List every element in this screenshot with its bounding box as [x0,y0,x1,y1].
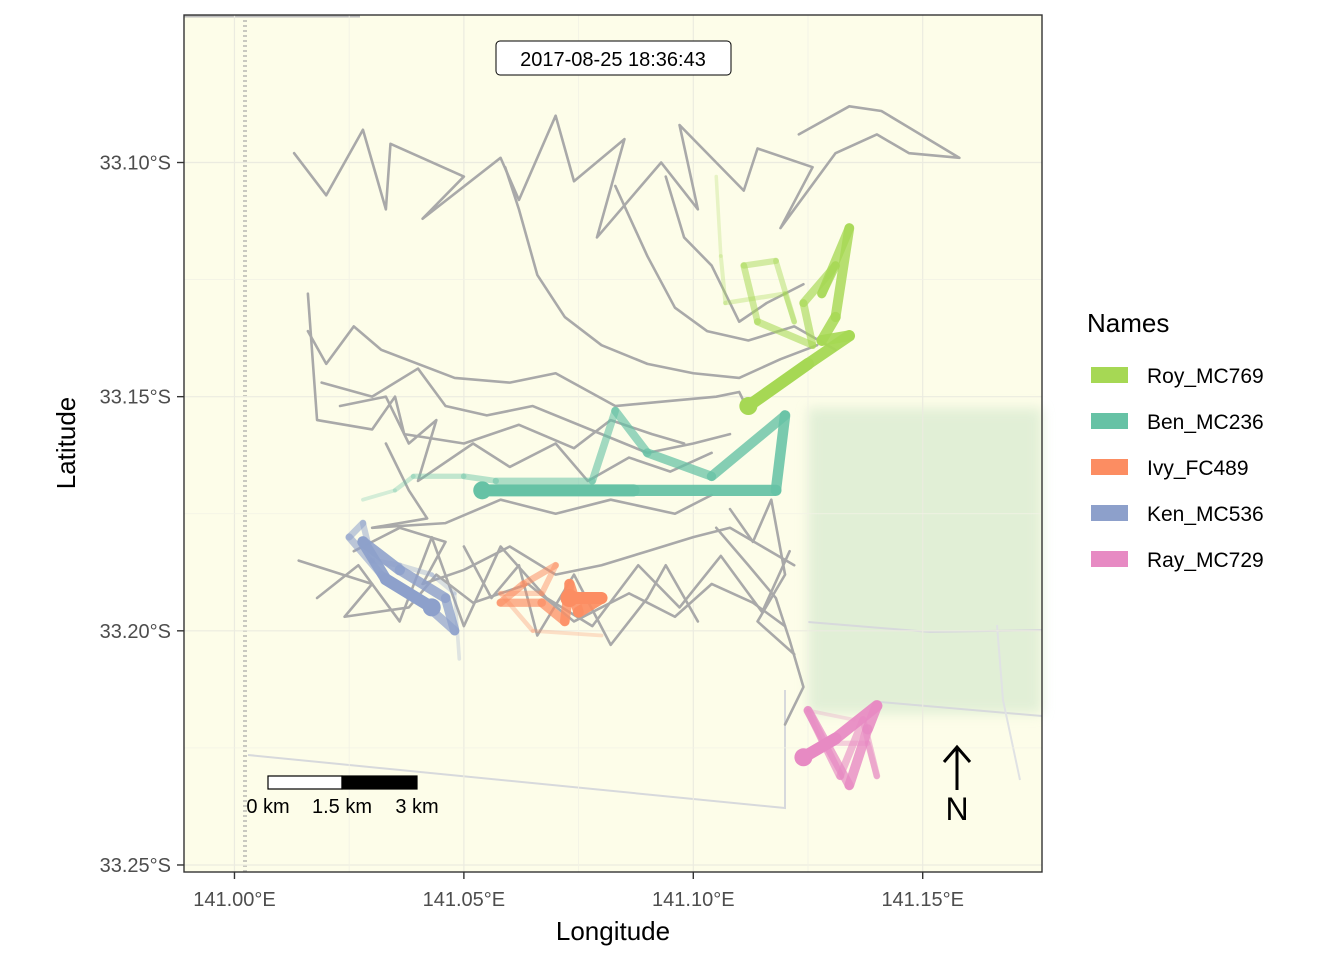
basemap-track [247,690,786,810]
track-Ken_MC536 [345,519,462,661]
north-arrow-head [942,744,972,763]
x-tick-label: 141.15°E [881,889,964,911]
legend-label: Ray_MC729 [1147,549,1264,572]
trail-line [728,498,796,656]
legend-label: Ivy_FC489 [1147,457,1249,480]
legend: Names Roy_MC769 Ben_MC236 Ivy_FC489 Ken_MC5… [1087,308,1264,572]
trail-line [503,165,819,380]
y-axis: 33.10°S 33.15°S 33.20°S 33.25°S [100,153,184,877]
track-position-point [794,748,813,767]
timestamp-label: 2017-08-25 18:36:43 [495,40,732,76]
x-axis-title: Longitude [556,916,670,946]
track-Ivy_FC489 [496,561,608,638]
y-tick-label: 33.20°S [100,621,171,643]
track-segment [830,223,855,322]
basemap-track [879,701,1043,717]
panel-border [183,14,1043,873]
scale-bar-white [267,775,343,790]
track-segment [770,410,791,496]
track-segment [361,488,397,502]
track-layer [345,174,883,791]
track-Ben_MC236 [361,406,791,502]
trail-line [315,535,791,628]
trail-line [370,442,713,530]
track-segment [394,564,451,604]
track-segment [829,700,883,745]
basemap-layer [184,14,1043,872]
trail-line [714,526,805,726]
track-segment [460,473,499,484]
track-segment [357,536,392,585]
trail-line [462,545,700,647]
track-segment [742,357,814,413]
track-segment [714,174,723,258]
track-segment [588,406,620,485]
trail-line [292,105,961,239]
north-arrow: N [942,744,972,827]
basemap-track [996,624,1021,781]
track-Roy_MC769 [714,174,856,416]
trail-line [306,325,750,413]
track-segment [740,257,779,269]
timestamp-box [495,40,732,76]
track-position-point [422,598,441,617]
north-arrow-label: N [945,791,968,827]
legend-key-Roy_MC769 [1091,367,1128,383]
track-segment [773,258,798,325]
vegetation-area [808,408,1042,714]
track-segment [611,406,652,457]
y-tick-label: 33.10°S [100,153,171,175]
y-tick-label: 33.25°S [100,855,171,877]
legend-key-Ben_MC236 [1091,413,1128,429]
trail-line [664,175,805,324]
track-segment [530,628,604,638]
trail-layer [292,105,961,726]
x-tick-label: 141.00°E [193,889,276,911]
scale-label-0: 0 km [246,796,289,818]
y-axis-title: Latitude [51,397,81,490]
track-segment [392,474,416,493]
legend-key-Ivy_FC489 [1091,459,1128,475]
x-axis: 141.00°E 141.05°E 141.10°E 141.15°E [193,872,964,911]
scale-label-1: 1.5 km [312,796,372,818]
legend-key-Ray_MC729 [1091,551,1128,567]
trail-line [338,395,713,483]
legend-label: Ben_MC236 [1147,411,1264,434]
track-position-point [739,397,758,416]
legend-key-Ken_MC536 [1091,505,1128,521]
scale-bar-black [341,775,418,790]
scale-bar: 0 km 1.5 km 3 km [246,775,439,818]
track-segment [799,299,817,350]
track-segment [782,291,797,325]
track-segment [440,593,460,636]
track-position-point [560,589,579,608]
x-tick-label: 141.10°E [652,889,735,911]
x-tick-label: 141.05°E [423,889,506,911]
track-segment [706,410,790,482]
track-segment [642,448,717,481]
trail-line [613,184,837,352]
track-position-point [473,481,492,500]
trail-line [320,367,732,455]
scale-label-2: 3 km [395,796,438,818]
legend-label: Roy_MC769 [1147,365,1264,388]
track-segment [520,561,560,588]
track-segment [718,254,728,306]
track-segment [397,562,435,578]
track-segment [429,572,457,596]
legend-label: Ken_MC536 [1147,503,1264,526]
track-Ray_MC729 [794,700,883,791]
track-segment [844,724,873,791]
legend-title: Names [1087,308,1169,338]
trail-line [352,526,796,586]
timestamp-text: 2017-08-25 18:36:43 [520,49,706,71]
track-segment [806,708,856,722]
track-segment [740,262,761,326]
track-segment [802,330,856,370]
track-segment [753,318,817,349]
y-tick-label: 33.15°S [100,387,171,409]
